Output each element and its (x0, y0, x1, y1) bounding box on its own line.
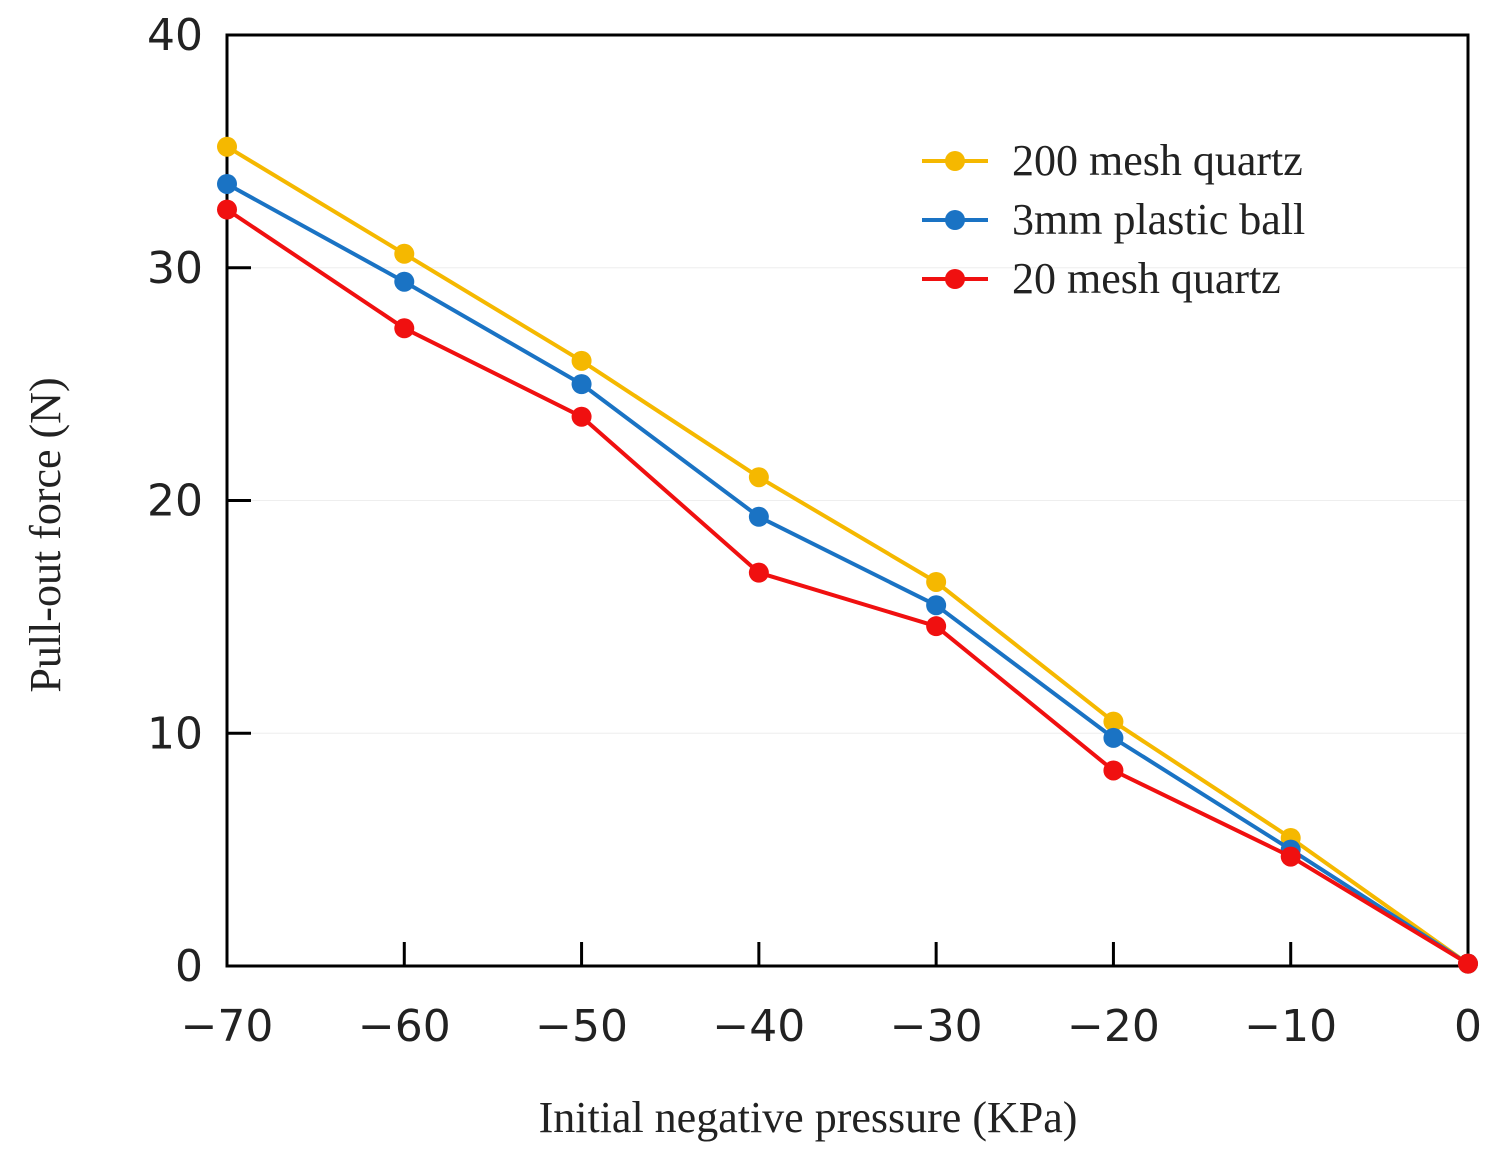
y-tick-label: 40 (147, 10, 203, 61)
legend-item-0: 200 mesh quartz (922, 136, 1303, 185)
y-tick-label: 10 (147, 708, 203, 759)
x-tick-label: −30 (890, 1001, 983, 1052)
data-point (217, 199, 237, 220)
grid (227, 267, 1468, 734)
data-point (926, 571, 947, 592)
y-axis-title: Pull-out force (N) (21, 377, 70, 692)
series-line (226, 182, 1470, 966)
y-tick-label: 30 (147, 243, 203, 294)
y-tick-label: 0 (175, 941, 203, 992)
x-tick-label: −60 (358, 1001, 451, 1052)
legend-marker (945, 210, 965, 230)
legend-item-2: 20 mesh quartz (922, 254, 1281, 303)
series-line (225, 144, 1470, 966)
data-point (748, 467, 769, 488)
data-point (217, 136, 237, 157)
data-point (748, 506, 769, 527)
legend-marker (945, 269, 965, 289)
legend-label: 3mm plastic ball (1012, 195, 1305, 244)
data-point (1103, 727, 1124, 748)
series-2 (217, 199, 1478, 974)
x-tick-label: −10 (1244, 1001, 1337, 1052)
data-point (217, 173, 237, 194)
x-tick-label: −50 (535, 1001, 628, 1052)
axis-ticks: 0 10 20 30 40 −70 −60 −50 −40 −30 −20 −10 0 (147, 10, 1482, 1052)
legend-label: 200 mesh quartz (1012, 136, 1303, 185)
data-point (1103, 760, 1124, 781)
data-point (1280, 846, 1301, 867)
data-point (748, 562, 769, 583)
data-point (394, 318, 415, 339)
data-point (571, 406, 592, 427)
data-point (1103, 711, 1124, 732)
data-point (394, 271, 415, 292)
x-tick-label: −20 (1067, 1001, 1160, 1052)
x-tick-label: 0 (1454, 1001, 1482, 1052)
legend-label: 20 mesh quartz (1012, 254, 1281, 303)
data-point (926, 616, 947, 637)
legend: 200 mesh quartz 3mm plastic ball 20 mesh q… (922, 136, 1305, 303)
data-point (571, 374, 592, 395)
data-point (926, 595, 947, 616)
legend-item-1: 3mm plastic ball (922, 195, 1305, 244)
series-layer (217, 136, 1478, 974)
data-point (394, 243, 415, 264)
data-point (1458, 953, 1478, 974)
legend-marker (945, 151, 965, 171)
x-axis-title: Initial negative pressure (KPa) (539, 1093, 1078, 1142)
data-point (571, 350, 592, 371)
x-tick-label: −40 (712, 1001, 805, 1052)
x-tick-label: −70 (181, 1001, 274, 1052)
series-line (225, 207, 1470, 966)
y-tick-label: 20 (147, 476, 203, 527)
